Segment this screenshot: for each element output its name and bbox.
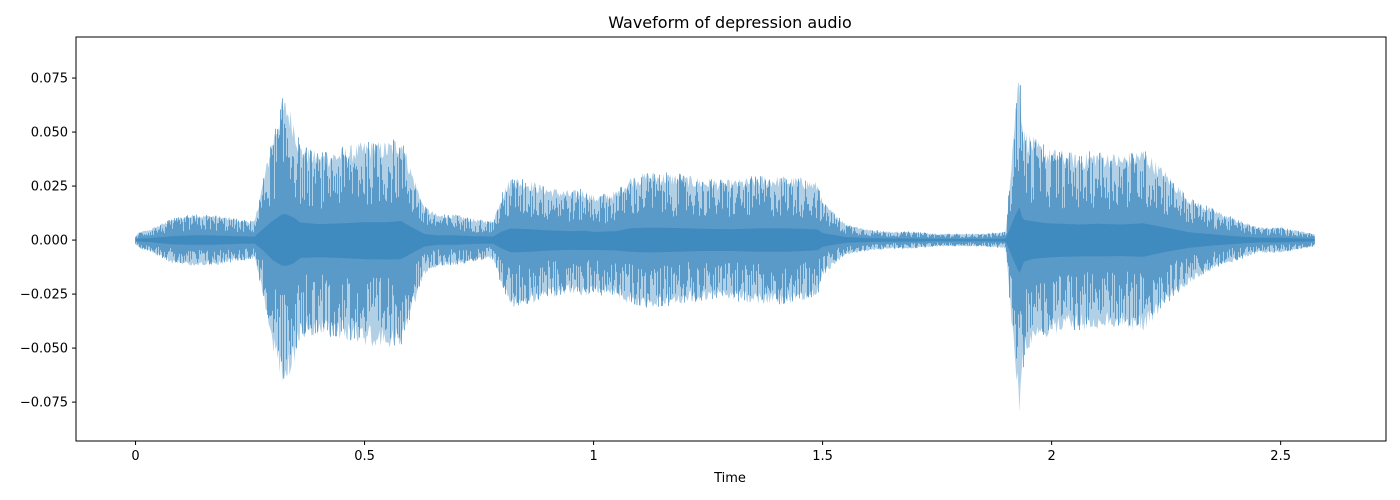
x-tick-label: 2.5	[1270, 449, 1291, 464]
waveform-core	[135, 207, 1315, 274]
x-tick-label: 0.5	[354, 449, 375, 464]
waveform-series	[135, 81, 1315, 413]
plot-frame	[75, 36, 1387, 442]
x-tick-label: 1	[589, 449, 597, 464]
waveform-samples	[135, 85, 1315, 379]
x-tick-label: 2	[1047, 449, 1055, 464]
chart-title: Waveform of depression audio	[608, 13, 852, 32]
y-tick-label: 0.000	[31, 234, 68, 249]
y-tick-label: −0.075	[20, 396, 68, 411]
y-tick-label: 0.075	[31, 72, 68, 87]
x-tick-label: 1.5	[812, 449, 833, 464]
y-tick-label: −0.025	[20, 288, 68, 303]
x-tick-label: 0	[131, 449, 139, 464]
y-tick-label: −0.050	[20, 342, 68, 357]
y-tick-label: 0.025	[31, 180, 68, 195]
x-axis-label: Time	[713, 471, 746, 486]
y-tick-label: 0.050	[31, 126, 68, 141]
